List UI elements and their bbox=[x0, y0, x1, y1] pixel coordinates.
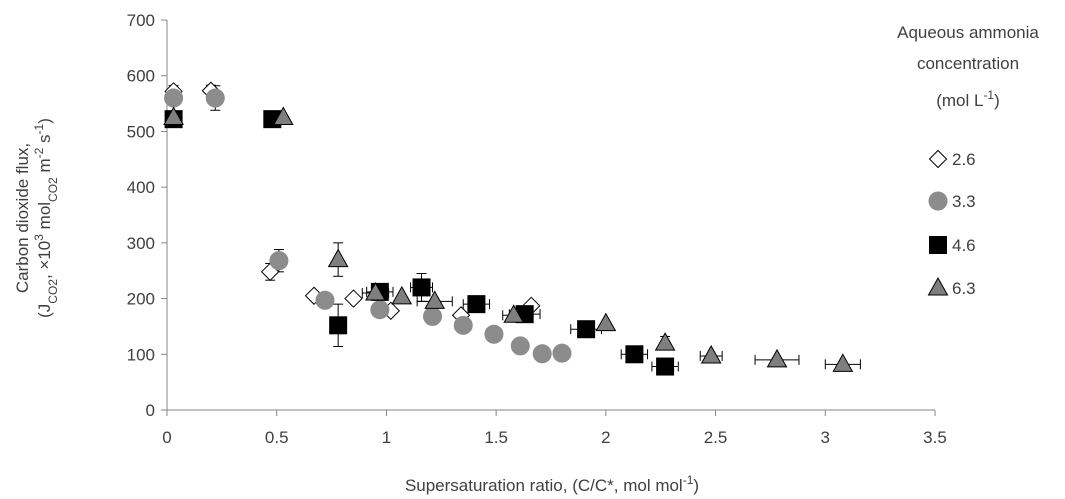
x-axis-title: Supersaturation ratio, (C/C*, mol mol-1) bbox=[405, 473, 699, 495]
y-tick-label: 300 bbox=[127, 234, 155, 253]
series-6-3-point bbox=[654, 332, 676, 351]
series-6-3-point bbox=[272, 106, 294, 125]
y-tick-label: 600 bbox=[127, 67, 155, 86]
legend-marker-6-3 bbox=[927, 276, 949, 296]
legend-title-line3: (mol L-1) bbox=[936, 88, 1000, 110]
series-3-3-point bbox=[552, 343, 572, 363]
series-3-3-point bbox=[164, 88, 184, 108]
y-tick-label: 500 bbox=[127, 122, 155, 141]
series-6-3-point bbox=[424, 290, 446, 309]
legend-title-line1: Aqueous ammonia bbox=[897, 23, 1039, 42]
series-3-3-point bbox=[269, 251, 289, 271]
legend-title-line2: concentration bbox=[917, 54, 1019, 73]
series-6-3-point bbox=[503, 304, 525, 323]
series-3-3-point bbox=[370, 300, 390, 320]
y-axis-title: Carbon dioxide flux, (JCO2, ×103 molCO2 … bbox=[13, 118, 60, 318]
legend-label: 2.6 bbox=[952, 150, 976, 169]
y-axis-title-line2: (JCO2, ×103 molCO2 m-2 s-1) bbox=[32, 118, 60, 318]
legend-marker-3-3 bbox=[928, 191, 948, 211]
y-tick-label: 0 bbox=[146, 401, 155, 420]
x-tick-labels: 0 0.5 1 1.5 2 2.5 3 3.5 bbox=[162, 428, 947, 447]
series-3-3-point bbox=[484, 324, 504, 344]
x-tick-label: 0.5 bbox=[265, 428, 289, 447]
series-6-3-point bbox=[595, 312, 617, 332]
axes bbox=[161, 19, 936, 416]
x-tick-label: 0 bbox=[162, 428, 171, 447]
y-axis-title-line1: Carbon dioxide flux, bbox=[13, 143, 32, 293]
series-6-3-point bbox=[327, 248, 349, 268]
series-4-6-point bbox=[625, 345, 644, 364]
series-6-3-point bbox=[700, 344, 722, 364]
series-4-6-point bbox=[656, 357, 675, 376]
series-4-6-point bbox=[329, 316, 348, 335]
series-4-6-point bbox=[467, 295, 486, 314]
series-6-3-point bbox=[766, 348, 788, 368]
x-tick-label: 3.5 bbox=[923, 428, 947, 447]
x-tick-label: 2.5 bbox=[704, 428, 728, 447]
legend: Aqueous ammonia concentration (mol L-1) … bbox=[897, 23, 1039, 298]
x-tick-label: 1 bbox=[382, 428, 391, 447]
x-tick-label: 3 bbox=[821, 428, 830, 447]
series-2-6-point bbox=[344, 289, 363, 308]
series-6-3-point bbox=[163, 106, 184, 125]
y-tick-label: 200 bbox=[127, 290, 155, 309]
legend-items: 2.6 3.3 4.6 6.3 bbox=[927, 149, 976, 298]
x-tick-label: 1.5 bbox=[484, 428, 508, 447]
legend-label: 6.3 bbox=[952, 279, 976, 298]
series-3-3-point bbox=[423, 306, 443, 326]
series-4-6-point bbox=[577, 320, 596, 339]
data-points bbox=[163, 81, 854, 376]
y-tick-labels: 0 100 200 300 400 500 600 700 bbox=[127, 11, 155, 420]
legend-label: 3.3 bbox=[952, 192, 976, 211]
y-tick-label: 100 bbox=[127, 345, 155, 364]
y-tick-label: 400 bbox=[127, 178, 155, 197]
series-3-3-point bbox=[453, 315, 473, 335]
series-3-3-point bbox=[315, 290, 335, 310]
series-3-3-point bbox=[205, 88, 225, 108]
legend-marker-4-6 bbox=[929, 236, 947, 254]
series-3-3-point bbox=[510, 336, 530, 356]
legend-label: 4.6 bbox=[952, 236, 976, 255]
series-6-3-point bbox=[391, 285, 413, 305]
series-6-3-point bbox=[832, 353, 854, 372]
y-tick-label: 700 bbox=[127, 11, 155, 30]
x-tick-label: 2 bbox=[601, 428, 610, 447]
series-3-3-point bbox=[532, 344, 552, 364]
series-6-3-point bbox=[365, 281, 386, 301]
legend-marker-2-6 bbox=[928, 149, 948, 169]
series-4-6-point bbox=[412, 278, 431, 297]
